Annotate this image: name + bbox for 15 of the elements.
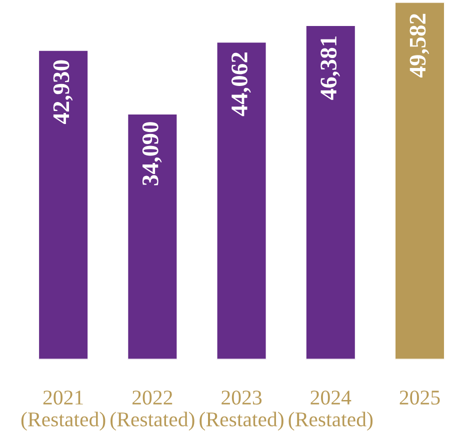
x-tick-label: 2021 (Restated) [21,390,106,431]
x-tick-label: 2022 (Restated) [110,390,194,431]
data-label: 46,381 [320,36,340,100]
data-label: 49,582 [410,14,430,78]
data-label: 44,062 [232,52,251,116]
bar [394,2,446,360]
x-tick-label: 2024 (Restated) [288,390,373,431]
bar [305,24,356,360]
x-tick-label: 2023 (Restated) [200,390,284,431]
bar [38,49,89,360]
bar [126,113,178,360]
bar [216,41,268,360]
data-label: 42,930 [53,60,73,124]
data-label: 34,090 [142,122,162,186]
x-tick-label: 2025 [400,390,440,405]
